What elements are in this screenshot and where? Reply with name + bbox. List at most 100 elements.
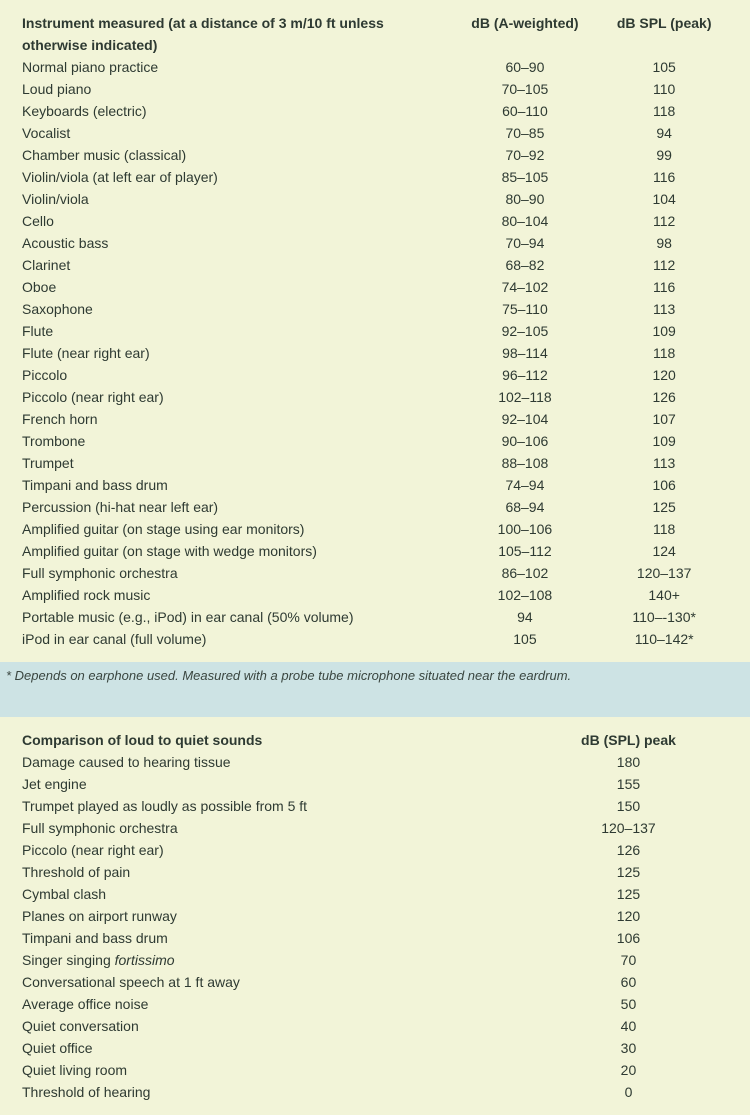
table-row: Timpani and bass drum106 <box>18 927 732 949</box>
table-row: Quiet office30 <box>18 1037 732 1059</box>
cell-peak: 109 <box>596 320 732 342</box>
cell-instrument: Vocalist <box>18 122 454 144</box>
cell-dba: 94 <box>454 606 597 628</box>
table-row: Chamber music (classical)70–9299 <box>18 144 732 166</box>
table-row: Clarinet68–82112 <box>18 254 732 276</box>
cell-instrument: Violin/viola <box>18 188 454 210</box>
cell-item: Singer singing fortissimo <box>18 949 525 971</box>
cell-dba: 88–108 <box>454 452 597 474</box>
cell-item: Threshold of hearing <box>18 1081 525 1103</box>
cell-dba: 70–105 <box>454 78 597 100</box>
cell-instrument: Saxophone <box>18 298 454 320</box>
table-row: Singer singing fortissimo70 <box>18 949 732 971</box>
cell-peak: 112 <box>596 254 732 276</box>
cell-item: Threshold of pain <box>18 861 525 883</box>
cell-peak: 30 <box>525 1037 732 1059</box>
cell-peak: 120 <box>525 905 732 927</box>
table-row: Cello80–104112 <box>18 210 732 232</box>
table-row: Saxophone75–110113 <box>18 298 732 320</box>
cell-peak: 120–137 <box>596 562 732 584</box>
cell-peak: 109 <box>596 430 732 452</box>
cell-dba: 68–82 <box>454 254 597 276</box>
table-row: Quiet conversation40 <box>18 1015 732 1037</box>
cell-instrument: Clarinet <box>18 254 454 276</box>
cell-peak: 125 <box>525 883 732 905</box>
cell-peak: 110 <box>596 78 732 100</box>
cell-item: Full symphonic orchestra <box>18 817 525 839</box>
cell-instrument: Keyboards (electric) <box>18 100 454 122</box>
table-row: Full symphonic orchestra86–102120–137 <box>18 562 732 584</box>
table-row: Trumpet88–108113 <box>18 452 732 474</box>
header-peak: dB SPL (peak) <box>596 12 732 56</box>
table-header-row: Comparison of loud to quiet sounds dB (S… <box>18 729 732 751</box>
table-row: Quiet living room20 <box>18 1059 732 1081</box>
table-row: Amplified rock music102–108140+ <box>18 584 732 606</box>
cell-peak: 120–137 <box>525 817 732 839</box>
cell-item: Trumpet played as loudly as possible fro… <box>18 795 525 817</box>
cell-peak: 150 <box>525 795 732 817</box>
cell-peak: 126 <box>525 839 732 861</box>
cell-peak: 124 <box>596 540 732 562</box>
cell-item: Quiet office <box>18 1037 525 1059</box>
cell-peak: 125 <box>525 861 732 883</box>
table-row: Amplified guitar (on stage using ear mon… <box>18 518 732 540</box>
cell-peak: 120 <box>596 364 732 386</box>
cell-instrument: Cello <box>18 210 454 232</box>
cell-peak: 70 <box>525 949 732 971</box>
table-row: Trombone90–106109 <box>18 430 732 452</box>
cell-instrument: Percussion (hi-hat near left ear) <box>18 496 454 518</box>
cell-instrument: Piccolo (near right ear) <box>18 386 454 408</box>
cell-dba: 100–106 <box>454 518 597 540</box>
cell-dba: 102–118 <box>454 386 597 408</box>
cell-item: Conversational speech at 1 ft away <box>18 971 525 993</box>
cell-dba: 70–94 <box>454 232 597 254</box>
cell-item: Average office noise <box>18 993 525 1015</box>
cell-instrument: Flute <box>18 320 454 342</box>
cell-peak: 110–142* <box>596 628 732 650</box>
table-row: Percussion (hi-hat near left ear)68–9412… <box>18 496 732 518</box>
cell-peak: 50 <box>525 993 732 1015</box>
table-row: Damage caused to hearing tissue180 <box>18 751 732 773</box>
table-row: Violin/viola80–90104 <box>18 188 732 210</box>
table-row: Normal piano practice60–90105 <box>18 56 732 78</box>
cell-peak: 155 <box>525 773 732 795</box>
cell-instrument: French horn <box>18 408 454 430</box>
table-row: Keyboards (electric)60–110118 <box>18 100 732 122</box>
table-row: Jet engine155 <box>18 773 732 795</box>
cell-peak: 99 <box>596 144 732 166</box>
table-row: Planes on airport runway120 <box>18 905 732 927</box>
cell-instrument: Trombone <box>18 430 454 452</box>
table-row: Acoustic bass70–9498 <box>18 232 732 254</box>
table-row: Timpani and bass drum74–94106 <box>18 474 732 496</box>
cell-peak: 118 <box>596 342 732 364</box>
table-row: Amplified guitar (on stage with wedge mo… <box>18 540 732 562</box>
cell-peak: 106 <box>525 927 732 949</box>
cell-peak: 105 <box>596 56 732 78</box>
cell-peak: 60 <box>525 971 732 993</box>
table-row: Average office noise50 <box>18 993 732 1015</box>
cell-peak: 94 <box>596 122 732 144</box>
header-comparison: Comparison of loud to quiet sounds <box>18 729 525 751</box>
cell-peak: 104 <box>596 188 732 210</box>
footnote: * Depends on earphone used. Measured wit… <box>0 662 750 683</box>
cell-dba: 98–114 <box>454 342 597 364</box>
table-row: Flute (near right ear)98–114118 <box>18 342 732 364</box>
instrument-table-panel: Instrument measured (at a distance of 3 … <box>0 0 750 662</box>
cell-dba: 75–110 <box>454 298 597 320</box>
header-instrument: Instrument measured (at a distance of 3 … <box>18 12 454 56</box>
cell-peak: 140+ <box>596 584 732 606</box>
cell-item: Timpani and bass drum <box>18 927 525 949</box>
cell-dba: 85–105 <box>454 166 597 188</box>
cell-instrument: Amplified guitar (on stage with wedge mo… <box>18 540 454 562</box>
table-header-row: Instrument measured (at a distance of 3 … <box>18 12 732 56</box>
table-row: Oboe74–102116 <box>18 276 732 298</box>
cell-item: Quiet living room <box>18 1059 525 1081</box>
table-row: Violin/viola (at left ear of player)85–1… <box>18 166 732 188</box>
cell-peak: 40 <box>525 1015 732 1037</box>
cell-dba: 102–108 <box>454 584 597 606</box>
cell-dba: 70–85 <box>454 122 597 144</box>
cell-peak: 0 <box>525 1081 732 1103</box>
cell-dba: 90–106 <box>454 430 597 452</box>
table-row: French horn92–104107 <box>18 408 732 430</box>
cell-dba: 92–105 <box>454 320 597 342</box>
